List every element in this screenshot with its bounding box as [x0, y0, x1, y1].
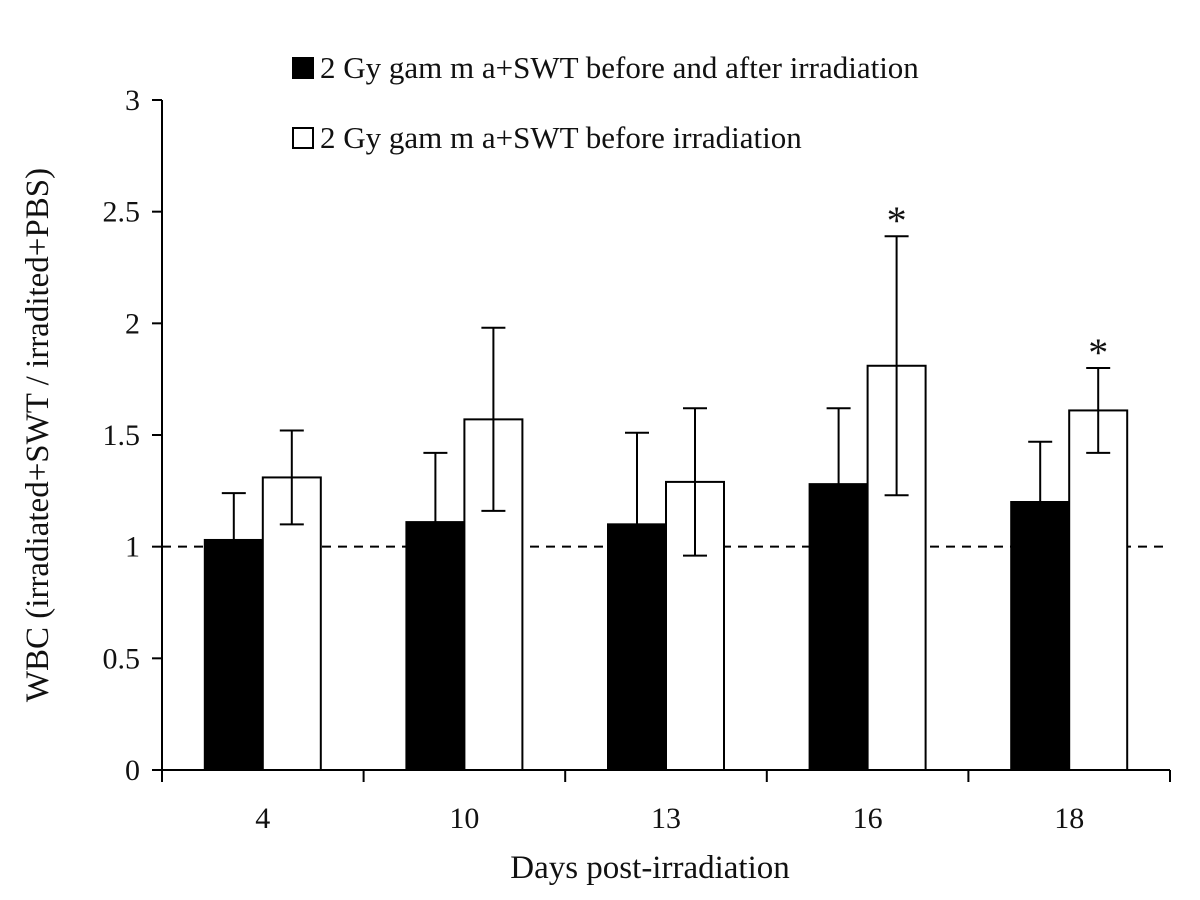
bar-s2-4 — [261, 476, 322, 771]
y-tick-label: 2 — [125, 307, 140, 340]
x-tick-label: 16 — [853, 802, 883, 835]
bars: ** — [203, 198, 1129, 772]
x-tick-label: 10 — [449, 802, 479, 835]
y-tick-label: 0 — [125, 754, 140, 787]
legend-label-s2: 2 Gy gam m a+SWT before irradiation — [320, 120, 802, 155]
legend-swatch-s2 — [292, 127, 314, 149]
x-tick-label: 13 — [651, 802, 681, 835]
legend-label-s1: 2 Gy gam m a+SWT before and after irradi… — [320, 50, 919, 85]
y-tick-label: 1 — [125, 531, 140, 564]
axes: 0 0.5 1 1.5 2 2.5 3 4 10 13 16 18 — [103, 84, 1171, 835]
x-axis-label: Days post-irradiation — [510, 850, 790, 886]
y-tick-label: 3 — [125, 84, 140, 117]
significance-marker: * — [887, 198, 907, 243]
x-tick-label: 18 — [1054, 802, 1084, 835]
y-tick-label: 1.5 — [103, 419, 141, 452]
y-tick-label: 0.5 — [103, 642, 141, 675]
y-tick-label: 2.5 — [103, 196, 141, 229]
legend: 2 Gy gam m a+SWT before and after irradi… — [292, 50, 919, 155]
significance-marker: * — [1088, 330, 1108, 375]
bar-s2-18 — [1068, 409, 1129, 771]
legend-swatch-s1 — [292, 57, 314, 79]
x-tick-label: 4 — [255, 802, 270, 835]
y-axis-label: WBC (irradiated+SWT / irradited+PBS) — [20, 168, 56, 702]
